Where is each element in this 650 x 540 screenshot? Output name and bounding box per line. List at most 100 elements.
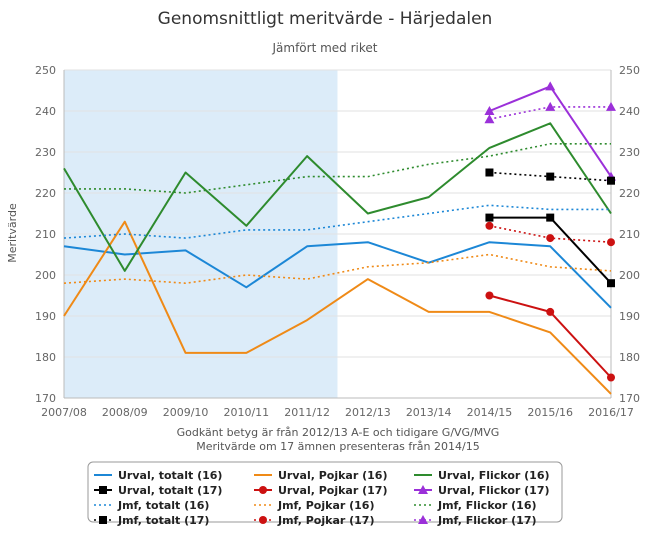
y-tick-right-200: 200 xyxy=(619,269,640,282)
y-tick-right-210: 210 xyxy=(619,228,640,241)
x-tick-2010/11: 2010/11 xyxy=(223,406,269,419)
legend-marker-jmf-flickor-17 xyxy=(418,515,428,524)
y-tick-left-220: 220 xyxy=(35,187,56,200)
legend-marker-jmf-totalt-17 xyxy=(99,516,107,524)
point-urval-totalt-17-2015/16 xyxy=(546,213,555,222)
point-urval-pojkar-17-2016/17 xyxy=(607,373,615,382)
point-urval-pojkar-17-2015/16 xyxy=(546,307,555,316)
legend-label-urval-pojkar-16: Urval, Pojkar (16) xyxy=(278,469,387,482)
legend-marker-jmf-pojkar-17 xyxy=(259,516,267,524)
series-jmf-pojkar-16 xyxy=(63,253,612,285)
y-tick-right-240: 240 xyxy=(619,105,640,118)
plot-area: 170 170 180 180 190 190 200 200 210 210 220 220 230 2… xyxy=(35,64,640,419)
legend-label-urval-totalt-16: Urval, totalt (16) xyxy=(118,469,222,482)
x-tick-2011/12: 2011/12 xyxy=(284,406,330,419)
series-line-jmf-pojkar-17 xyxy=(489,225,612,243)
legend-label-jmf-flickor-17: Jmf, Flickor (17) xyxy=(437,514,537,527)
x-tick-2012/13: 2012/13 xyxy=(345,406,391,419)
legend-label-jmf-pojkar-17: Jmf, Pojkar (17) xyxy=(277,514,375,527)
legend-marker-urval-pojkar-17 xyxy=(259,486,267,494)
x-tick-2008/09: 2008/09 xyxy=(102,406,148,419)
series-urval-flickor-17 xyxy=(484,81,616,181)
point-jmf-pojkar-17-2014/15 xyxy=(485,221,494,230)
point-jmf-flickor-17-2015/16 xyxy=(545,101,556,111)
legend-label-urval-totalt-17: Urval, totalt (17) xyxy=(118,484,222,497)
series-urval-pojkar-17 xyxy=(485,291,615,382)
chart-title: Genomsnittligt meritvärde - Härjedalen xyxy=(158,9,493,29)
y-tick-right-250: 250 xyxy=(619,64,640,77)
series-jmf-pojkar-17 xyxy=(485,221,615,247)
legend: Urval, totalt (16) Urval, Pojkar (16) Urva… xyxy=(87,461,563,527)
legend-label-jmf-flickor-16: Jmf, Flickor (16) xyxy=(437,499,537,512)
legend-item-jmf-pojkar-17: Jmf, Pojkar (17) xyxy=(254,514,375,527)
legend-item-jmf-flickor-16: Jmf, Flickor (16) xyxy=(414,499,537,512)
series-line-urval-totalt-17 xyxy=(489,216,612,284)
point-jmf-totalt-17-2014/15 xyxy=(485,168,494,177)
y-tick-left-250: 250 xyxy=(35,64,56,77)
legend-label-urval-pojkar-17: Urval, Pojkar (17) xyxy=(278,484,387,497)
legend-item-jmf-pojkar-16: Jmf, Pojkar (16) xyxy=(254,499,375,512)
legend-marker-urval-flickor-17 xyxy=(418,485,428,494)
series-line-urval-totalt-16 xyxy=(63,241,612,309)
series-jmf-totalt-17 xyxy=(485,168,615,185)
y-tick-right-170: 170 xyxy=(619,392,640,405)
point-urval-flickor-17-2015/16 xyxy=(545,81,556,91)
series-urval-totalt-17 xyxy=(485,213,615,288)
point-jmf-pojkar-17-2015/16 xyxy=(546,234,555,243)
y-tick-left-180: 180 xyxy=(35,351,56,364)
series-line-urval-flickor-17 xyxy=(489,85,612,178)
point-urval-totalt-17-2014/15 xyxy=(485,213,494,222)
y-tick-left-170: 170 xyxy=(35,392,56,405)
legend-item-urval-flickor-17: Urval, Flickor (17) xyxy=(414,484,550,497)
legend-label-jmf-pojkar-16: Jmf, Pojkar (16) xyxy=(277,499,375,512)
x-tick-2009/10: 2009/10 xyxy=(163,406,209,419)
legend-marker-urval-totalt-17 xyxy=(99,486,107,494)
point-jmf-totalt-17-2016/17 xyxy=(607,176,615,185)
x-tick-2014/15: 2014/15 xyxy=(467,406,513,419)
legend-item-urval-pojkar-16: Urval, Pojkar (16) xyxy=(254,469,387,482)
legend-item-urval-pojkar-17: Urval, Pojkar (17) xyxy=(254,484,387,497)
x-axis-title-line-1: Godkänt betyg är från 2012/13 A-E och ti… xyxy=(177,426,500,439)
legend-box xyxy=(87,461,563,523)
point-urval-flickor-17-2014/15 xyxy=(484,106,495,115)
series-line-urval-flickor-16 xyxy=(63,122,612,272)
legend-item-jmf-flickor-17: Jmf, Flickor (17) xyxy=(414,514,537,527)
series-line-jmf-flickor-16 xyxy=(64,143,611,194)
series-line-jmf-pojkar-16 xyxy=(63,253,612,285)
legend-item-jmf-totalt-17: Jmf, totalt (17) xyxy=(94,514,209,527)
y-tick-right-230: 230 xyxy=(619,146,640,159)
point-jmf-totalt-17-2015/16 xyxy=(546,172,555,181)
legend-item-jmf-totalt-16: Jmf, totalt (16) xyxy=(94,499,209,512)
y-tick-right-180: 180 xyxy=(619,351,640,364)
point-jmf-flickor-17-2016/17 xyxy=(606,101,616,111)
y-tick-left-210: 210 xyxy=(35,228,56,241)
x-tick-2013/14: 2013/14 xyxy=(406,406,452,419)
y-tick-right-220: 220 xyxy=(619,187,640,200)
series-urval-flickor-16 xyxy=(63,122,612,272)
series-line-jmf-flickor-17 xyxy=(489,106,611,120)
series-jmf-flickor-16 xyxy=(64,143,611,194)
y-tick-right-190: 190 xyxy=(619,310,640,323)
x-tick-2007/08: 2007/08 xyxy=(41,406,87,419)
legend-label-jmf-totalt-16: Jmf, totalt (16) xyxy=(117,499,209,512)
y-tick-left-240: 240 xyxy=(35,105,56,118)
x-tick-2016/17: 2016/17 xyxy=(588,406,634,419)
series-line-urval-pojkar-16 xyxy=(63,220,612,395)
legend-item-urval-totalt-16: Urval, totalt (16) xyxy=(94,469,222,482)
y-tick-left-190: 190 xyxy=(35,310,56,323)
series-line-urval-pojkar-17 xyxy=(489,294,612,379)
y-tick-left-230: 230 xyxy=(35,146,56,159)
legend-label-urval-flickor-17: Urval, Flickor (17) xyxy=(438,484,550,497)
series-line-jmf-totalt-16 xyxy=(63,204,611,239)
point-urval-totalt-17-2016/17 xyxy=(607,279,615,288)
point-jmf-flickor-17-2014/15 xyxy=(484,114,495,124)
legend-label-urval-flickor-16: Urval, Flickor (16) xyxy=(438,469,550,482)
series-jmf-flickor-17 xyxy=(484,101,616,124)
legend-label-jmf-totalt-17: Jmf, totalt (17) xyxy=(117,514,209,527)
x-tick-2015/16: 2015/16 xyxy=(527,406,573,419)
series-jmf-totalt-16 xyxy=(63,204,611,239)
x-axis-title-line-2: Meritvärde om 17 ämnen presenteras från … xyxy=(196,440,479,453)
y-axis-title: Meritvärde xyxy=(6,203,19,263)
chart-subtitle: Jämfört med riket xyxy=(272,41,378,55)
